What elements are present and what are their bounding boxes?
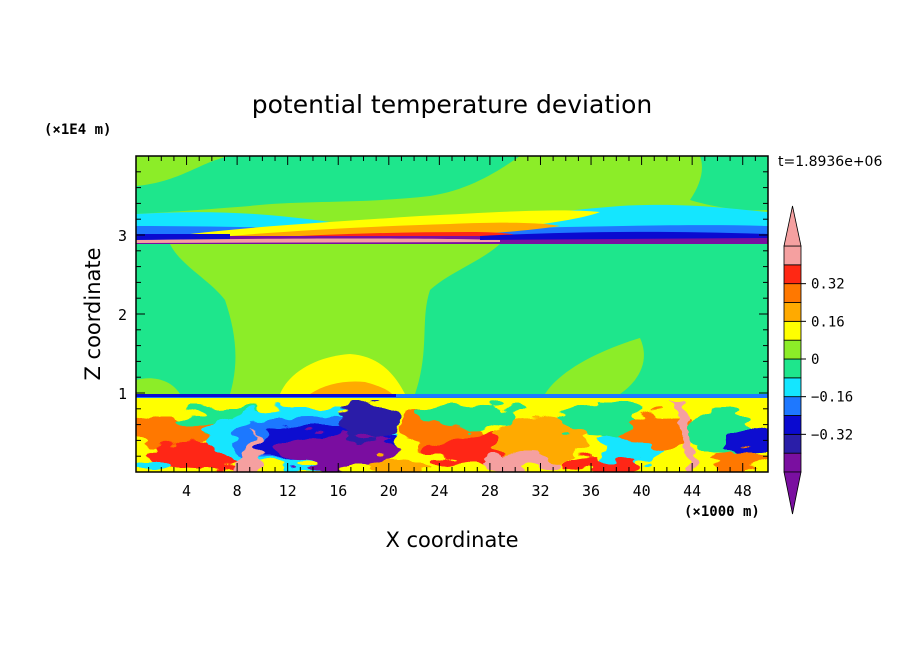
- x-tick-label: 20: [380, 482, 398, 500]
- colorbar-bin: [783, 415, 802, 435]
- colorbar-tick-label: 0.32: [811, 277, 845, 293]
- x-tick-label: 8: [233, 482, 242, 500]
- x-tick-label: 28: [481, 482, 499, 500]
- y-axis-label: Z coordinate: [81, 247, 105, 380]
- x-tick-label: 32: [531, 482, 549, 500]
- x-tick-label: 24: [430, 482, 448, 500]
- field-middle-orange-plume: [310, 381, 392, 394]
- colorbar: 0.32 0.16 0 −0.16 −0.32: [783, 205, 853, 515]
- field-middle-right-patch: [545, 338, 644, 394]
- field-middle-left-yellow: [136, 378, 180, 394]
- y-tick-label: 1: [118, 385, 127, 403]
- field-lower-top-blue-edge: [136, 394, 768, 398]
- field-inversion-pink-line: [136, 238, 500, 243]
- y-unit-label: (×1E4 m): [44, 122, 111, 138]
- x-unit-label: (×1000 m): [684, 504, 760, 520]
- x-tick-label: 40: [633, 482, 651, 500]
- colorbar-bin: [783, 396, 802, 416]
- y-tick-label: 2: [118, 306, 127, 324]
- field-upper-green-patch: [136, 156, 520, 214]
- x-tick-label: 12: [279, 482, 297, 500]
- colorbar-tick-label: 0: [811, 352, 819, 368]
- field-lower-turbulence: [136, 400, 768, 472]
- colorbar-tick-label: 0.16: [811, 314, 845, 330]
- chart-title: potential temperature deviation: [252, 90, 652, 119]
- x-tick-label: 36: [582, 482, 600, 500]
- colorbar-bin: [783, 264, 802, 285]
- colorbar-bin: [783, 302, 802, 322]
- colorbar-tick-label: −0.32: [811, 427, 853, 443]
- colorbar-under-arrow: [783, 471, 802, 515]
- y-tick-label: 3: [118, 227, 127, 245]
- y-ticks: 1 2 3: [118, 171, 768, 457]
- field-upper-yellow-band: [190, 210, 600, 238]
- x-tick-label: 4: [182, 482, 191, 500]
- colorbar-bin: [783, 452, 802, 473]
- colorbar-bin: [783, 283, 802, 303]
- colorbar-bin: [783, 433, 802, 454]
- colorbar-over-arrow: [783, 205, 802, 247]
- time-label: t=1.8936e+06: [778, 154, 882, 170]
- colorbar-bin: [783, 245, 802, 266]
- plot-area: [136, 156, 768, 472]
- x-tick-label: 16: [329, 482, 347, 500]
- field-inversion-blue-right: [480, 231, 768, 240]
- field-middle-yellow-plume: [280, 354, 405, 394]
- colorbar-bin: [783, 377, 802, 398]
- x-axis-label: X coordinate: [385, 528, 518, 552]
- x-tick-label: 44: [683, 482, 701, 500]
- colorbar-bin: [783, 320, 802, 341]
- field-lower-top-dark-edge: [136, 394, 396, 397]
- colorbar-bin: [783, 358, 802, 379]
- field-middle-plume: [170, 244, 500, 394]
- field-upper-green-patch-right: [690, 156, 768, 211]
- x-ticks: 4 8 12 16 20 24 28 32 36 40 44 48: [148, 156, 756, 500]
- x-tick-label: 48: [734, 482, 752, 500]
- colorbar-tick-label: −0.16: [811, 390, 853, 406]
- colorbar-bin: [783, 339, 802, 360]
